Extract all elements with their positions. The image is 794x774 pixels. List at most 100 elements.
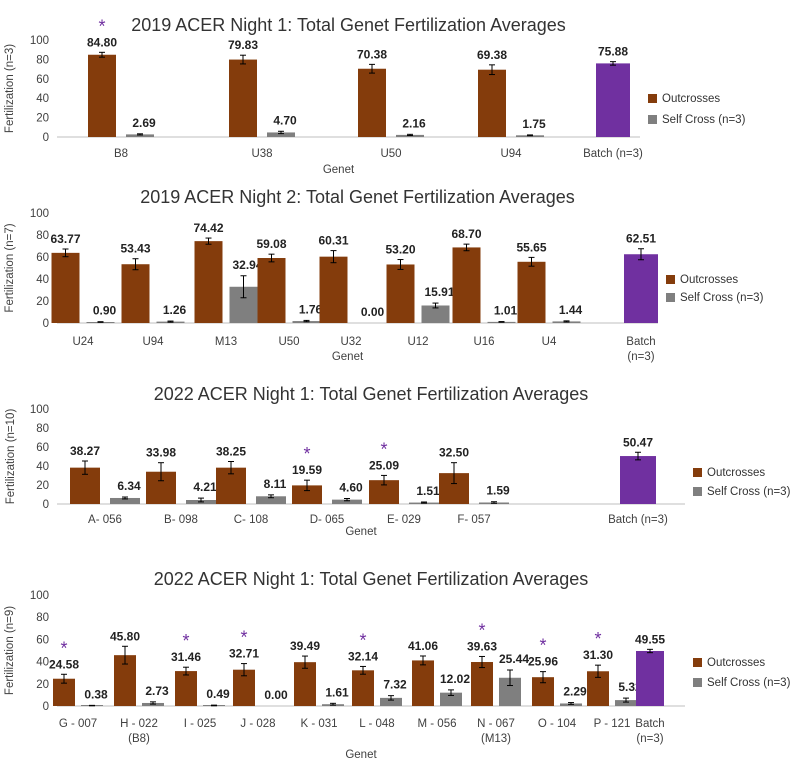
selfcross-value-label: 32.94 (232, 258, 262, 272)
outcross-bar (369, 480, 399, 504)
selfcross-bar (126, 134, 154, 137)
y-axis-label: Fertilization (n=3) (4, 44, 16, 133)
y-tick-label: 100 (30, 404, 49, 416)
outcross-value-label: 68.70 (451, 227, 481, 241)
outcross-value-label: 38.27 (70, 444, 100, 458)
y-tick-label: 20 (36, 679, 49, 691)
selfcross-value-label: 1.44 (559, 303, 583, 317)
selfcross-bar (256, 496, 286, 504)
x-tick-label: E- 029 (387, 514, 421, 526)
outcross-value-label: 31.46 (171, 650, 201, 664)
legend-swatch (693, 468, 702, 477)
significance-star: * (60, 638, 67, 658)
y-axis-label: Fertilization (n=10) (5, 409, 17, 505)
outcross-value-label: 79.83 (228, 38, 258, 52)
selfcross-value-label: 0.49 (206, 687, 230, 701)
y-tick-label: 40 (36, 657, 49, 669)
x-tick-label: U4 (542, 336, 557, 348)
selfcross-value-label: 1.61 (325, 685, 349, 699)
batch-bar (624, 254, 658, 323)
legend-swatch (648, 115, 657, 124)
batch-value-label: 50.47 (623, 435, 653, 449)
x-tick-label: K - 031 (300, 718, 337, 730)
outcross-value-label: 45.80 (110, 629, 140, 643)
x-tick-label: U94 (500, 148, 522, 160)
x-tick-label: M13 (215, 336, 237, 348)
x-tick-label: Batch (635, 718, 664, 730)
x-tick-label: (n=3) (627, 351, 654, 363)
selfcross-value-label: 8.11 (264, 477, 287, 491)
x-tick-label: U38 (251, 148, 272, 160)
y-tick-label: 40 (36, 93, 49, 105)
chart-panel-4: 2022 ACER Night 1: Total Genet Fertiliza… (4, 569, 791, 761)
batch-value-label: 62.51 (626, 232, 656, 246)
x-tick-label: D- 065 (310, 514, 345, 526)
x-tick-label: (M13) (481, 733, 511, 745)
significance-star: * (98, 16, 105, 36)
outcross-value-label: 41.06 (408, 639, 438, 653)
y-tick-label: 20 (36, 296, 49, 308)
outcross-value-label: 69.38 (477, 48, 507, 62)
selfcross-bar (615, 700, 637, 706)
legend-label: Outcrosses (662, 93, 720, 105)
batch-value-label: 75.88 (598, 45, 628, 59)
y-tick-label: 0 (43, 499, 49, 511)
x-tick-label: F- 057 (457, 514, 490, 526)
outcross-value-label: 53.43 (120, 242, 150, 256)
legend-label: Self Cross (n=3) (680, 292, 764, 304)
batch-bar (636, 650, 664, 706)
x-axis-label: Genet (323, 164, 355, 176)
legend-swatch (693, 487, 702, 496)
outcross-bar (121, 264, 150, 323)
selfcross-bar (440, 692, 462, 706)
y-tick-label: 100 (30, 590, 49, 602)
outcross-bar (194, 241, 223, 323)
outcross-value-label: 39.49 (290, 639, 320, 653)
legend-label: Outcrosses (707, 657, 765, 669)
outcross-value-label: 32.14 (348, 649, 378, 663)
outcross-value-label: 24.58 (49, 657, 79, 671)
selfcross-value-label: 7.32 (383, 678, 407, 692)
y-tick-label: 20 (36, 480, 49, 492)
x-tick-label: G - 007 (59, 718, 97, 730)
selfcross-bar (110, 497, 140, 504)
x-tick-label: U50 (278, 336, 299, 348)
outcross-bar (88, 54, 116, 137)
significance-star: * (478, 620, 485, 640)
selfcross-value-label: 1.51 (416, 484, 440, 498)
selfcross-bar (499, 677, 521, 706)
y-tick-label: 60 (36, 252, 49, 264)
x-tick-label: (B8) (128, 733, 150, 745)
selfcross-value-label: 6.34 (117, 479, 141, 493)
chart-title: 2022 ACER Night 1: Total Genet Fertiliza… (154, 384, 589, 404)
chart-title: 2019 ACER Night 2: Total Genet Fertiliza… (140, 187, 575, 207)
chart-panel-3: 2022 ACER Night 1: Total Genet Fertiliza… (5, 384, 791, 538)
legend-swatch (666, 293, 675, 302)
x-tick-label: Batch (n=3) (608, 514, 668, 526)
x-tick-label: M - 056 (418, 718, 457, 730)
legend-label: Self Cross (n=3) (662, 114, 746, 126)
significance-star: * (182, 631, 189, 651)
x-tick-label: N - 067 (477, 718, 515, 730)
y-tick-label: 20 (36, 113, 49, 125)
y-tick-label: 80 (36, 54, 49, 66)
chart-title: 2022 ACER Night 1: Total Genet Fertiliza… (154, 569, 589, 589)
x-tick-label: U32 (340, 336, 361, 348)
significance-star: * (539, 636, 546, 656)
chart-title: 2019 ACER Night 1: Total Genet Fertiliza… (131, 15, 566, 35)
selfcross-value-label: 2.73 (145, 684, 169, 698)
x-tick-label: I - 025 (184, 718, 217, 730)
outcross-bar (175, 671, 197, 706)
outcross-bar (319, 256, 348, 323)
y-axis-label: Fertilization (n=9) (4, 606, 16, 695)
outcross-value-label: 60.31 (318, 234, 348, 248)
outcross-value-label: 74.42 (193, 221, 223, 235)
selfcross-value-label: 0.38 (84, 687, 108, 701)
outcross-bar (292, 485, 322, 504)
selfcross-value-label: 1.76 (299, 302, 323, 316)
significance-star: * (594, 629, 601, 649)
selfcross-bar (267, 132, 295, 137)
legend-label: Outcrosses (680, 274, 738, 286)
outcross-bar (229, 59, 257, 138)
